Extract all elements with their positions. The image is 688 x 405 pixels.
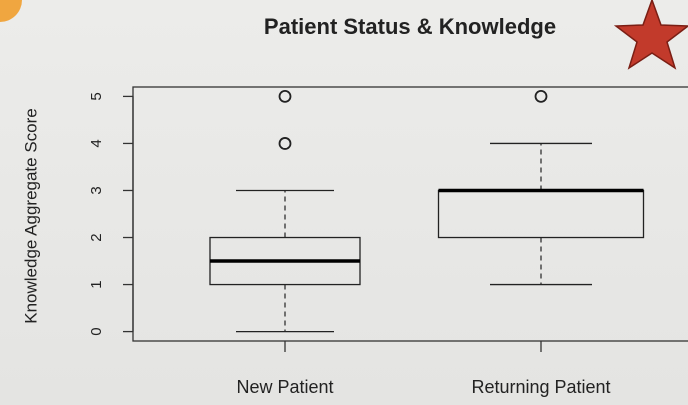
y-tick-label: 3: [88, 186, 105, 194]
outlier: [534, 90, 548, 103]
outlier: [278, 137, 292, 150]
y-tick-label: 1: [88, 280, 105, 288]
y-tick-label: 2: [88, 233, 105, 241]
star-icon: [613, 0, 688, 70]
outlier: [278, 90, 292, 103]
y-axis-label: Knowledge Aggregate Score: [21, 108, 40, 324]
y-tick-label: 5: [88, 92, 105, 100]
y-tick-label: 4: [88, 139, 105, 147]
corner-badge: [0, 0, 22, 22]
chart-title: Patient Status & Knowledge: [264, 14, 556, 39]
x-tick-label: Returning Patient: [471, 377, 610, 397]
y-tick-label: 0: [88, 327, 105, 335]
x-tick-label: New Patient: [236, 377, 333, 397]
